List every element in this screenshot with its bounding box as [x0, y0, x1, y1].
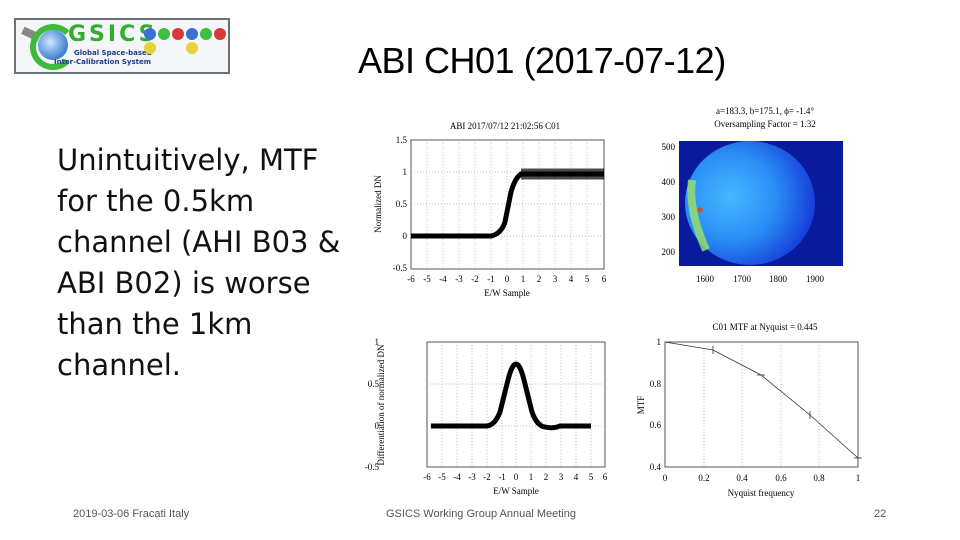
- svg-text:1800: 1800: [769, 274, 788, 284]
- svg-text:1.5: 1.5: [396, 135, 408, 145]
- y-axis-label: Normalized DN: [373, 175, 383, 233]
- svg-text:300: 300: [662, 212, 676, 222]
- svg-text:0.6: 0.6: [650, 420, 662, 430]
- svg-text:1: 1: [657, 337, 662, 347]
- svg-text:-0.5: -0.5: [365, 462, 379, 472]
- svg-text:6: 6: [602, 274, 607, 284]
- svg-text:4: 4: [569, 274, 574, 284]
- svg-text:6: 6: [603, 472, 608, 482]
- svg-text:1900: 1900: [806, 274, 825, 284]
- x-axis-label: E/W Sample: [493, 486, 539, 496]
- slide-title: ABI CH01 (2017-07-12): [358, 40, 726, 81]
- x-axis-label: Nyquist frequency: [728, 488, 795, 498]
- svg-text:-3: -3: [468, 472, 476, 482]
- svg-text:1: 1: [529, 472, 534, 482]
- svg-text:0.5: 0.5: [396, 199, 408, 209]
- svg-text:0: 0: [403, 231, 408, 241]
- svg-text:500: 500: [662, 142, 676, 152]
- body-text: Unintuitively, MTF for the 0.5km channel…: [57, 143, 341, 382]
- y-axis-label: MTF: [636, 396, 646, 415]
- svg-text:4: 4: [574, 472, 579, 482]
- x-axis-label: E/W Sample: [484, 288, 530, 298]
- svg-text:400: 400: [662, 177, 676, 187]
- svg-text:3: 3: [559, 472, 564, 482]
- svg-text:-6: -6: [407, 274, 415, 284]
- svg-text:-4: -4: [439, 274, 447, 284]
- moon-subtitle: Oversampling Factor = 1.32: [714, 119, 816, 129]
- svg-text:0.2: 0.2: [698, 473, 709, 483]
- footer-meeting: GSICS Working Group Annual Meeting: [386, 508, 576, 520]
- logo-wordmark: GSICS: [68, 22, 158, 47]
- gsics-logo: GSICS Global Space-based Inter-Calibrati…: [14, 18, 230, 74]
- svg-text:-6: -6: [423, 472, 431, 482]
- svg-text:1: 1: [856, 473, 861, 483]
- svg-text:5: 5: [589, 472, 594, 482]
- svg-text:0.8: 0.8: [650, 379, 662, 389]
- svg-text:1: 1: [521, 274, 526, 284]
- svg-text:-0.5: -0.5: [393, 263, 408, 273]
- svg-text:0: 0: [663, 473, 668, 483]
- edge-response-chart: ABI 2017/07/12 21:02:56 C01 1.5 1 0.5 0 -0.5…: [373, 121, 607, 298]
- svg-text:2: 2: [544, 472, 549, 482]
- people-group-icon: [144, 28, 184, 54]
- svg-text:-4: -4: [453, 472, 461, 482]
- svg-text:-2: -2: [483, 472, 491, 482]
- svg-text:0.8: 0.8: [813, 473, 825, 483]
- svg-text:5: 5: [585, 274, 590, 284]
- svg-text:1: 1: [375, 337, 380, 347]
- svg-text:0: 0: [505, 274, 510, 284]
- logo-subtitle-1: Global Space-based: [74, 49, 152, 57]
- svg-text:0: 0: [514, 472, 519, 482]
- svg-text:3: 3: [553, 274, 558, 284]
- moon-title: a=183.3, b=175.1, ϕ= -1.4°: [716, 106, 814, 116]
- svg-text:-5: -5: [438, 472, 446, 482]
- svg-text:-1: -1: [498, 472, 506, 482]
- svg-text:0.4: 0.4: [650, 462, 662, 472]
- svg-text:1700: 1700: [733, 274, 752, 284]
- globe-icon: [38, 30, 68, 60]
- svg-text:0.6: 0.6: [775, 473, 787, 483]
- svg-text:2: 2: [537, 274, 542, 284]
- footer-date: 2019-03-06 Fracati Italy: [73, 508, 190, 520]
- chart-title: C01 MTF at Nyquist = 0.445: [712, 322, 818, 332]
- logo-arc-icon: [30, 24, 76, 70]
- svg-text:0.4: 0.4: [736, 473, 748, 483]
- people-group-icon: [186, 28, 226, 54]
- svg-text:-3: -3: [455, 274, 463, 284]
- moon-image-panel: a=183.3, b=175.1, ϕ= -1.4° Oversampling …: [650, 100, 860, 290]
- chart-title: ABI 2017/07/12 21:02:56 C01: [450, 121, 560, 131]
- svg-text:-1: -1: [487, 274, 495, 284]
- svg-text:200: 200: [662, 247, 676, 257]
- svg-text:1: 1: [403, 167, 408, 177]
- svg-text:1600: 1600: [696, 274, 715, 284]
- svg-text:0.5: 0.5: [368, 379, 380, 389]
- y-axis-label: Differentiation of normalized DN: [376, 344, 386, 466]
- svg-text:-5: -5: [423, 274, 431, 284]
- svg-text:0: 0: [375, 421, 380, 431]
- lsf-chart: 10.50-0.5 -6 -5 -4 -3 -2 -1 0 1 2 3 4 5 6 E/W Sample…: [365, 337, 608, 496]
- svg-text:-2: -2: [471, 274, 479, 284]
- logo-subtitle-2: Inter-Calibration System: [54, 58, 152, 66]
- page-number: 22: [874, 508, 887, 520]
